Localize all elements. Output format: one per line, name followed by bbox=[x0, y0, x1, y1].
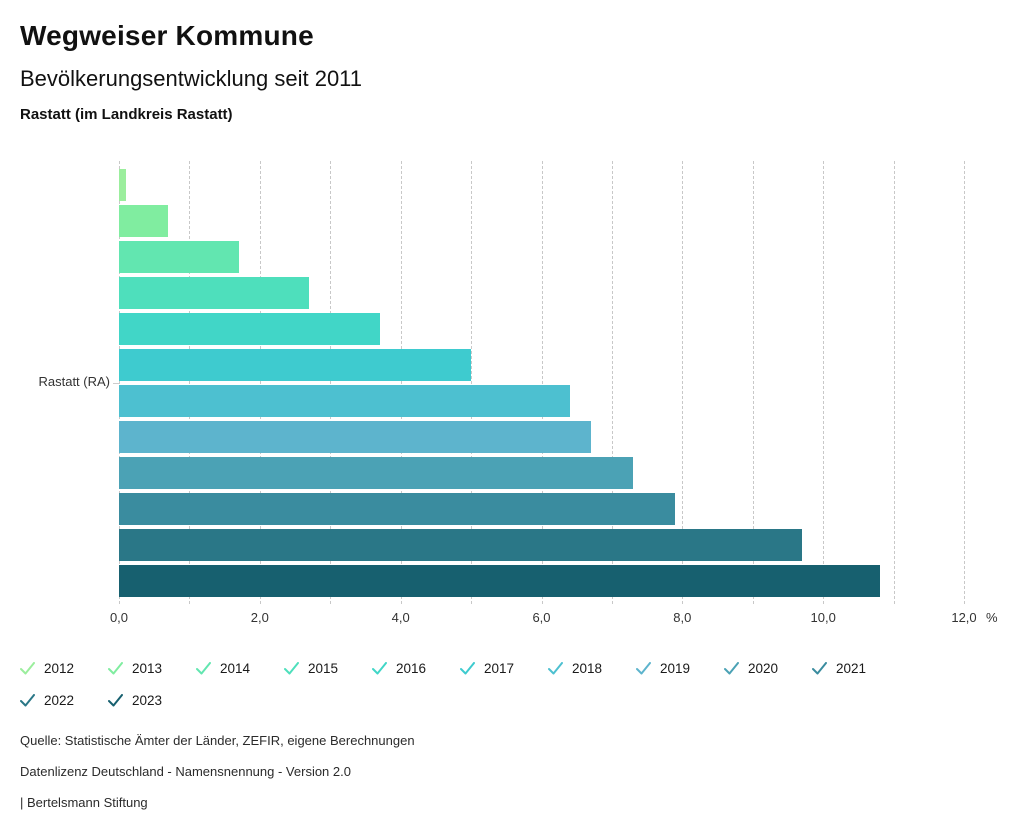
legend-item-label: 2018 bbox=[572, 661, 603, 676]
license-text: Datenlizenz Deutschland - Namensnennung … bbox=[20, 764, 351, 779]
bar-2017[interactable] bbox=[119, 349, 472, 381]
check-icon bbox=[460, 662, 475, 675]
bar-2015[interactable] bbox=[119, 277, 310, 309]
legend-item-label: 2012 bbox=[44, 661, 75, 676]
legend-item-2019[interactable]: 2019 bbox=[636, 658, 724, 679]
legend-item-2014[interactable]: 2014 bbox=[196, 658, 284, 679]
bar-2022[interactable] bbox=[119, 529, 803, 561]
legend-item-2015[interactable]: 2015 bbox=[284, 658, 372, 679]
source-text: Quelle: Statistische Ämter der Länder, Z… bbox=[20, 733, 415, 748]
legend-item-label: 2023 bbox=[132, 693, 163, 708]
check-icon bbox=[108, 694, 123, 707]
x-axis-tick-label: 8,0 bbox=[673, 610, 692, 625]
region-label: Rastatt (im Landkreis Rastatt) bbox=[20, 106, 233, 123]
legend-item-2012[interactable]: 2012 bbox=[20, 658, 108, 679]
check-icon bbox=[548, 662, 563, 675]
legend-item-2016[interactable]: 2016 bbox=[372, 658, 460, 679]
legend-item-label: 2022 bbox=[44, 693, 75, 708]
legend-item-2021[interactable]: 2021 bbox=[812, 658, 900, 679]
gridline bbox=[330, 161, 332, 604]
gridline bbox=[893, 161, 895, 604]
check-icon bbox=[372, 662, 387, 675]
y-axis-group-label: Rastatt (RA) bbox=[38, 374, 110, 389]
legend-item-2013[interactable]: 2013 bbox=[108, 658, 196, 679]
gridline bbox=[682, 161, 684, 604]
bar-2014[interactable] bbox=[119, 241, 239, 273]
attribution-text: | Bertelsmann Stiftung bbox=[20, 795, 148, 810]
x-axis-tick-label: 2,0 bbox=[250, 610, 269, 625]
bar-2012[interactable] bbox=[119, 169, 127, 201]
gridline bbox=[259, 161, 261, 604]
bar-2020[interactable] bbox=[119, 457, 634, 489]
check-icon bbox=[636, 662, 651, 675]
legend-item-label: 2020 bbox=[748, 661, 779, 676]
legend-item-2020[interactable]: 2020 bbox=[724, 658, 812, 679]
gridline bbox=[400, 161, 402, 604]
check-icon bbox=[196, 662, 211, 675]
legend-item-label: 2016 bbox=[396, 661, 427, 676]
y-axis-tick bbox=[113, 383, 119, 384]
x-axis-unit-label: % bbox=[986, 610, 998, 625]
check-icon bbox=[812, 662, 827, 675]
legend-item-2022[interactable]: 2022 bbox=[20, 690, 108, 711]
gridline bbox=[189, 161, 191, 604]
x-axis-tick-label: 12,0 bbox=[951, 610, 977, 625]
x-axis-tick-label: 6,0 bbox=[532, 610, 551, 625]
legend-item-label: 2013 bbox=[132, 661, 163, 676]
bar-2018[interactable] bbox=[119, 385, 570, 417]
legend-item-label: 2014 bbox=[220, 661, 251, 676]
bar-2013[interactable] bbox=[119, 205, 169, 237]
legend-item-label: 2021 bbox=[836, 661, 867, 676]
plot-area bbox=[113, 161, 965, 604]
check-icon bbox=[20, 694, 35, 707]
gridline bbox=[541, 161, 543, 604]
check-icon bbox=[284, 662, 299, 675]
bar-2021[interactable] bbox=[119, 493, 676, 525]
bar-2023[interactable] bbox=[119, 565, 880, 597]
x-axis-tick-label: 4,0 bbox=[391, 610, 410, 625]
legend-item-label: 2015 bbox=[308, 661, 339, 676]
bar-2016[interactable] bbox=[119, 313, 380, 345]
bar-2019[interactable] bbox=[119, 421, 591, 453]
gridline bbox=[611, 161, 613, 604]
x-axis-tick-label: 0,0 bbox=[109, 610, 129, 625]
gridline bbox=[752, 161, 754, 604]
page-title: Wegweiser Kommune bbox=[20, 20, 314, 51]
gridline bbox=[964, 161, 965, 604]
chart-title: Bevölkerungsentwicklung seit 2011 bbox=[20, 66, 363, 91]
gridline bbox=[119, 161, 120, 604]
legend-item-2018[interactable]: 2018 bbox=[548, 658, 636, 679]
x-axis-tick-label: 10,0 bbox=[810, 610, 836, 625]
check-icon bbox=[108, 662, 123, 675]
check-icon bbox=[724, 662, 739, 675]
check-icon bbox=[20, 662, 35, 675]
legend-item-2023[interactable]: 2023 bbox=[108, 690, 196, 711]
legend-item-label: 2017 bbox=[484, 661, 515, 676]
gridline bbox=[823, 161, 825, 604]
legend-item-2017[interactable]: 2017 bbox=[460, 658, 548, 679]
legend-item-label: 2019 bbox=[660, 661, 691, 676]
gridline bbox=[471, 161, 473, 604]
legend: 2012 2013 2014 2015 2016 2017 2018 2019 2020 2021… bbox=[20, 658, 908, 711]
